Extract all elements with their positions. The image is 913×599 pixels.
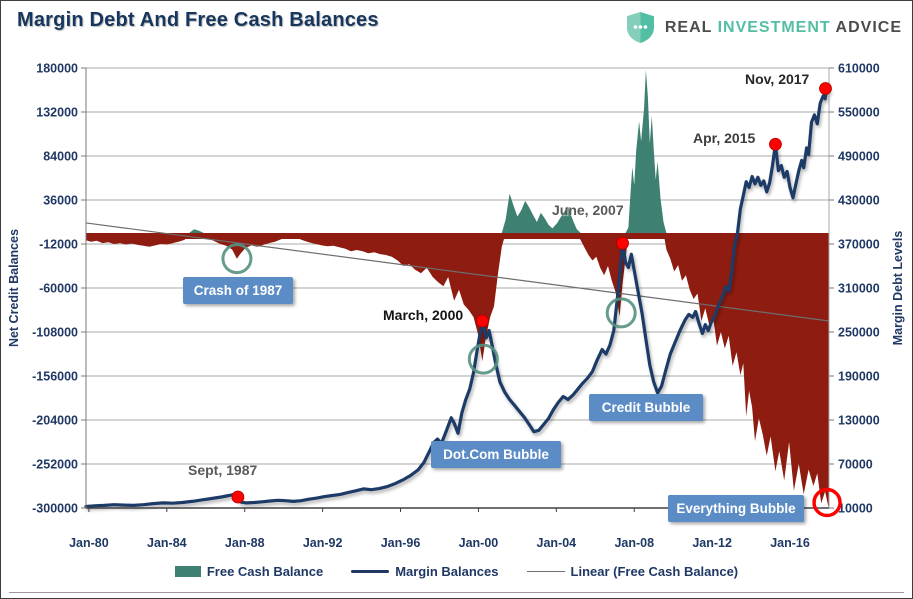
left-axis-title: Net Credit Balances — [7, 228, 21, 348]
x-tick-label: Jan-00 — [459, 536, 499, 550]
brand-logo: REAL INVESTMENT ADVICE — [625, 11, 902, 44]
left-tick-label: 180000 — [36, 62, 78, 76]
logo-text-advice: ADVICE — [835, 18, 902, 36]
right-tick-label: 10000 — [838, 502, 873, 516]
x-tick-label: Jan-92 — [303, 536, 343, 550]
legend-item-free-cash: Free Cash Balance — [174, 564, 324, 579]
x-tick-label: Jan-88 — [225, 536, 265, 550]
legend-item-margin-balances: Margin Balances — [351, 564, 499, 579]
left-tick-label: 84000 — [43, 150, 78, 164]
right-tick-label: 550000 — [838, 106, 880, 120]
highlight-circle — [605, 297, 637, 329]
event-dot — [475, 314, 489, 328]
margin-balances-line — [84, 86, 831, 509]
x-tick-label: Jan-08 — [614, 536, 654, 550]
free-cash-positive-area — [86, 69, 829, 233]
right-tick-label: 430000 — [838, 194, 880, 208]
right-tick-label: 70000 — [838, 458, 873, 472]
right-tick-label: 370000 — [838, 238, 880, 252]
left-tick-label: -108000 — [32, 326, 78, 340]
left-tick-label: -300000 — [32, 502, 78, 516]
right-tick-label: 610000 — [838, 62, 880, 76]
free-cash-negative-area — [86, 233, 829, 508]
x-tick-label: Jan-16 — [770, 536, 810, 550]
event-dot — [616, 236, 629, 250]
event-dot — [231, 490, 245, 504]
legend-label: Linear (Free Cash Balance) — [570, 564, 739, 579]
left-tick-label: -12000 — [39, 238, 78, 252]
event-dot — [819, 82, 832, 95]
thin-line-swatch-icon — [526, 570, 565, 573]
red-highlight-ring — [812, 487, 842, 518]
right-tick-label: 490000 — [838, 150, 880, 164]
x-tick-label: Jan-12 — [692, 536, 732, 550]
legend: Free Cash Balance Margin Balances Linear… — [1, 564, 912, 579]
right-tick-label: 190000 — [838, 370, 880, 384]
left-tick-label: -252000 — [32, 458, 78, 472]
shield-icon — [626, 12, 654, 43]
area-swatch-icon — [174, 566, 201, 577]
thick-line-swatch-icon — [351, 569, 390, 574]
event-dot — [769, 137, 782, 151]
page-title: Margin Debt And Free Cash Balances — [17, 9, 379, 31]
logo-text-real: REAL — [664, 18, 713, 36]
x-tick-label: Jan-80 — [69, 536, 109, 550]
left-tick-label: 132000 — [36, 106, 78, 120]
right-tick-label: 130000 — [838, 414, 880, 428]
left-tick-label: -60000 — [39, 282, 78, 296]
left-tick-label: 36000 — [43, 194, 78, 208]
logo-text-investment: INVESTMENT — [717, 18, 831, 36]
highlight-circle — [467, 343, 499, 375]
left-tick-label: -204000 — [32, 414, 78, 428]
linear-trend-line — [85, 222, 830, 322]
legend-label: Margin Balances — [395, 564, 499, 579]
highlight-circle — [221, 243, 253, 275]
right-tick-label: 250000 — [838, 326, 880, 340]
brand-name: REAL INVESTMENT ADVICE — [665, 19, 902, 37]
free-cash-zero-band — [86, 233, 829, 239]
left-tick-label: -156000 — [32, 370, 78, 384]
x-tick-label: Jan-96 — [381, 536, 421, 550]
legend-item-linear: Linear (Free Cash Balance) — [526, 564, 739, 579]
legend-label: Free Cash Balance — [206, 564, 324, 579]
x-tick-label: Jan-04 — [537, 536, 577, 550]
right-tick-label: 310000 — [838, 282, 880, 296]
bottom-divider — [9, 592, 904, 593]
x-tick-label: Jan-84 — [147, 536, 187, 550]
right-axis-title: Margin Debt Levels — [891, 230, 905, 346]
